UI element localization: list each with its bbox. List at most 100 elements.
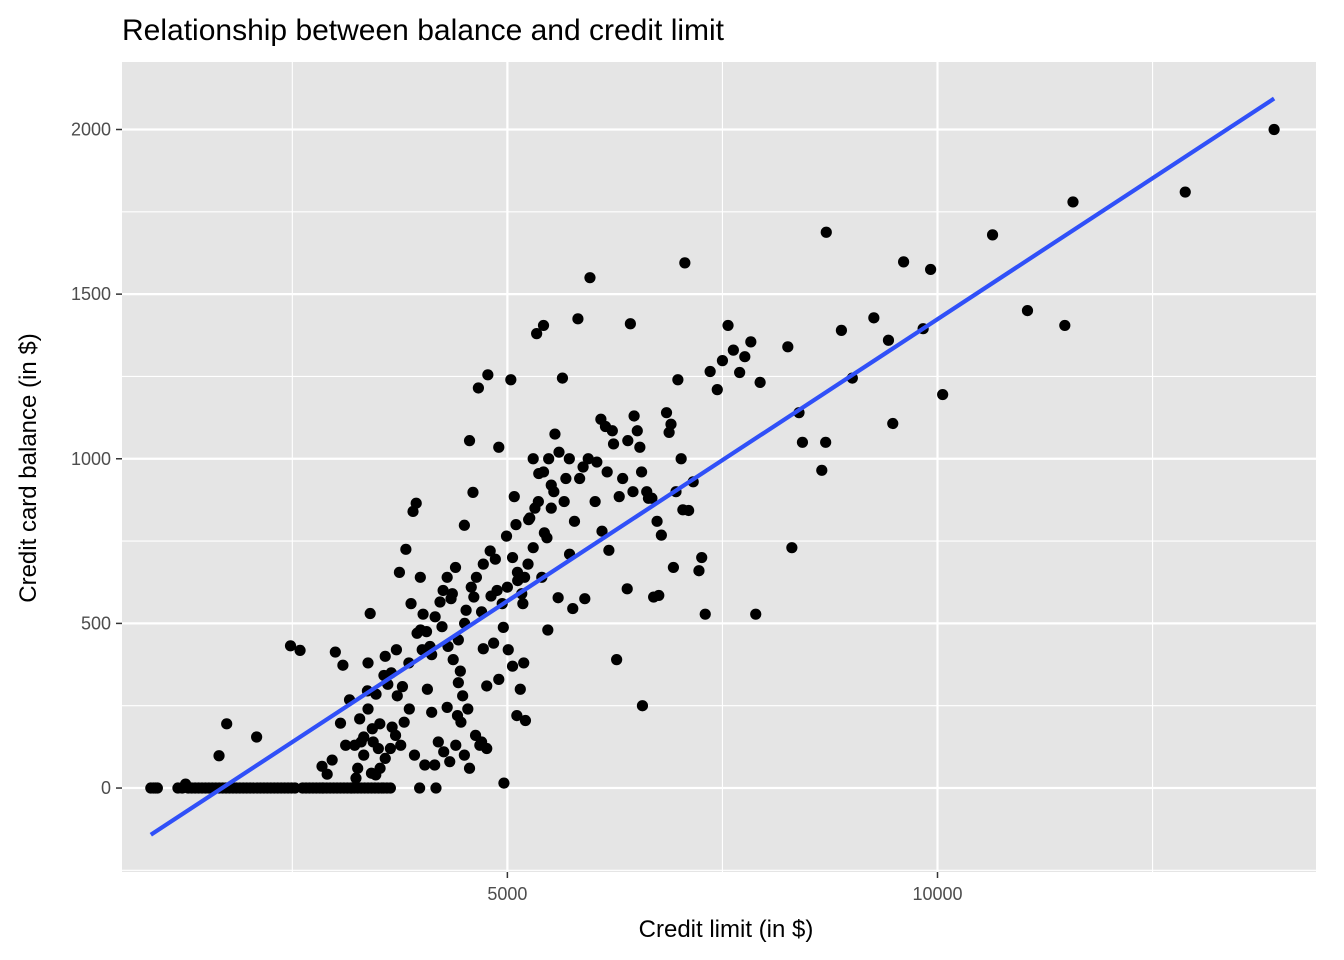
data-point [734, 366, 746, 379]
data-point [745, 336, 757, 348]
data-point [567, 602, 579, 615]
data-point [754, 376, 766, 388]
data-point [579, 593, 591, 605]
data-point [457, 690, 469, 702]
data-point [451, 709, 464, 722]
data-point [396, 681, 409, 693]
data-point [414, 571, 426, 583]
data-point [450, 739, 462, 751]
data-point [430, 782, 442, 794]
chart-title: Relationship between balance and credit … [122, 14, 725, 47]
data-point [574, 472, 586, 485]
data-point [577, 461, 589, 473]
data-point [389, 729, 402, 741]
data-point [542, 624, 554, 636]
data-point [667, 561, 680, 574]
data-point [294, 644, 306, 657]
data-point [545, 502, 557, 514]
x-axis: 5000 10000 [487, 872, 963, 904]
data-point [660, 407, 673, 419]
data-point [1059, 319, 1071, 332]
data-point [634, 441, 646, 453]
data-point [524, 512, 536, 524]
data-point [537, 319, 550, 332]
data-point [716, 355, 729, 367]
data-point [527, 542, 539, 554]
data-point [603, 544, 615, 556]
data-point [552, 592, 564, 604]
data-point [624, 318, 636, 330]
y-tick-label: 2000 [71, 120, 111, 140]
data-point [1067, 196, 1079, 208]
data-point [531, 328, 543, 340]
data-point [601, 466, 613, 478]
data-point [549, 428, 561, 440]
data-point [446, 588, 458, 600]
data-point [651, 515, 663, 527]
data-point [636, 700, 649, 712]
data-point [213, 750, 225, 762]
data-point [289, 782, 301, 794]
data-point [508, 491, 520, 503]
data-point [898, 256, 910, 268]
data-point [607, 438, 620, 450]
data-point [628, 410, 640, 422]
data-point [739, 351, 751, 363]
data-point [355, 736, 367, 748]
data-point [613, 491, 625, 503]
data-point [414, 782, 426, 794]
data-point [438, 746, 450, 758]
data-point [384, 742, 396, 755]
data-point [151, 782, 163, 794]
data-point [384, 782, 396, 794]
data-point [364, 607, 376, 620]
data-point [491, 584, 503, 597]
data-point [699, 608, 711, 620]
data-point [362, 657, 374, 669]
data-point [511, 709, 523, 722]
data-point [316, 760, 328, 772]
data-point [820, 436, 832, 448]
data-point [429, 611, 441, 623]
data-point [358, 749, 370, 761]
data-point [796, 436, 809, 448]
data-point [500, 530, 513, 542]
data-point [493, 673, 505, 685]
y-tick-label: 1500 [71, 284, 111, 304]
data-point [558, 495, 570, 508]
data-point [727, 344, 739, 356]
data-point [437, 584, 449, 597]
x-axis-title: Credit limit (in $) [639, 916, 814, 943]
data-point [887, 417, 899, 430]
data-point [591, 456, 603, 468]
data-point [506, 660, 519, 672]
data-point [541, 532, 553, 544]
y-axis-title: Credit card balance (in $) [15, 333, 42, 602]
data-point [522, 558, 534, 570]
data-point [354, 713, 366, 725]
data-point [337, 659, 349, 671]
data-point [563, 453, 575, 465]
x-tick-label: 10000 [912, 884, 962, 904]
data-point [510, 519, 522, 531]
data-point [477, 643, 489, 655]
data-point [622, 435, 634, 447]
data-point [463, 762, 476, 774]
data-point [568, 515, 581, 527]
data-point [421, 683, 433, 695]
minor-gridlines [122, 62, 1316, 872]
data-point [390, 644, 403, 656]
data-point [372, 742, 384, 755]
data-point [403, 703, 415, 715]
data-point [346, 782, 358, 794]
data-point [548, 486, 560, 498]
data-point [463, 435, 476, 447]
data-point [498, 777, 510, 789]
data-point [420, 626, 433, 638]
data-point [514, 683, 526, 695]
data-point [441, 701, 453, 713]
data-point [518, 657, 530, 669]
data-point [477, 558, 489, 570]
data-point [410, 497, 422, 509]
data-point [468, 591, 480, 603]
